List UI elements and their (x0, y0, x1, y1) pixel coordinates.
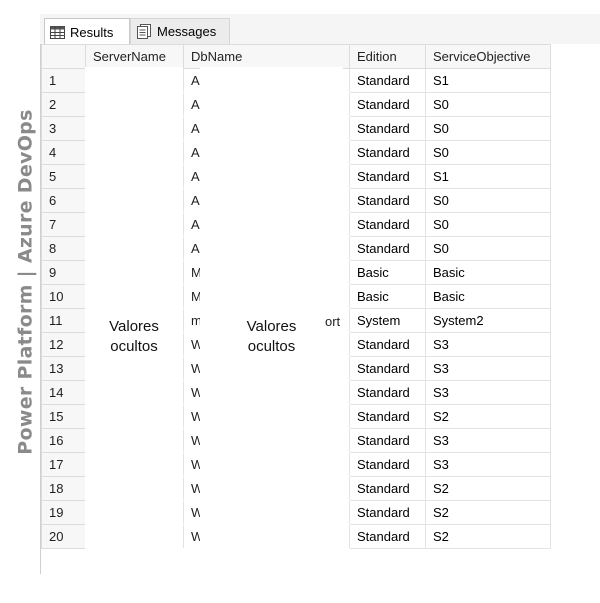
watermark-text: Power Platform | Azure DevOps (15, 109, 37, 455)
cell-serviceobjective[interactable]: S3 (425, 380, 551, 405)
cell-edition[interactable]: Standard (349, 140, 426, 165)
cell-edition[interactable]: Standard (349, 92, 426, 117)
cell-edition[interactable]: Standard (349, 212, 426, 237)
header-row: ServerName DbName Edition ServiceObjecti… (41, 44, 551, 69)
corner-cell[interactable] (41, 44, 86, 69)
cell-serviceobjective[interactable]: S0 (425, 92, 551, 117)
row-number[interactable]: 19 (41, 500, 86, 525)
row-number[interactable]: 20 (41, 524, 86, 549)
row-number[interactable]: 16 (41, 428, 86, 453)
cell-edition[interactable]: Standard (349, 404, 426, 429)
row-number[interactable]: 8 (41, 236, 86, 261)
row-number[interactable]: 4 (41, 140, 86, 165)
cell-edition[interactable]: System (349, 308, 426, 333)
results-window: Results Messages (40, 14, 600, 574)
cell-serviceobjective[interactable]: S3 (425, 452, 551, 477)
row-number[interactable]: 13 (41, 356, 86, 381)
row-number[interactable]: 2 (41, 92, 86, 117)
results-grid: ServerName DbName Edition ServiceObjecti… (40, 44, 600, 574)
tab-messages[interactable]: Messages (130, 18, 230, 44)
row-number[interactable]: 18 (41, 476, 86, 501)
row-number[interactable]: 6 (41, 188, 86, 213)
cell-serviceobjective[interactable]: S2 (425, 524, 551, 549)
cell-serviceobjective[interactable]: S3 (425, 428, 551, 453)
cell-serviceobjective[interactable]: Basic (425, 284, 551, 309)
hidden-values-server: Valores ocultos (85, 67, 183, 566)
cell-edition[interactable]: Standard (349, 380, 426, 405)
cell-edition[interactable]: Standard (349, 164, 426, 189)
cell-edition[interactable]: Standard (349, 428, 426, 453)
cell-edition[interactable]: Standard (349, 188, 426, 213)
column-header-servername[interactable]: ServerName (85, 44, 184, 69)
hidden-values-db: Valores ocultos (200, 67, 343, 566)
cell-serviceobjective[interactable]: S1 (425, 68, 551, 93)
cell-edition[interactable]: Basic (349, 284, 426, 309)
hidden-values-server-line1: Valores (109, 318, 159, 335)
row-number[interactable]: 9 (41, 260, 86, 285)
cell-edition[interactable]: Standard (349, 476, 426, 501)
cell-edition[interactable]: Standard (349, 332, 426, 357)
cell-edition[interactable]: Standard (349, 116, 426, 141)
cell-serviceobjective[interactable]: S0 (425, 140, 551, 165)
row-number[interactable]: 5 (41, 164, 86, 189)
hidden-values-db-line1: Valores (246, 318, 297, 335)
tab-results-label: Results (70, 24, 114, 40)
cell-serviceobjective[interactable]: S2 (425, 476, 551, 501)
row-number[interactable]: 3 (41, 116, 86, 141)
column-header-serviceobjective[interactable]: ServiceObjective (425, 44, 551, 69)
grid-icon (50, 25, 65, 39)
cell-serviceobjective[interactable]: S2 (425, 500, 551, 525)
tab-messages-label: Messages (157, 24, 217, 39)
cell-serviceobjective[interactable]: S0 (425, 236, 551, 261)
db-name-fragment: ort (325, 314, 341, 329)
watermark: Power Platform | Azure DevOps (13, 109, 39, 454)
row-number[interactable]: 15 (41, 404, 86, 429)
cell-serviceobjective[interactable]: S3 (425, 356, 551, 381)
row-number[interactable]: 1 (41, 68, 86, 93)
cell-serviceobjective[interactable]: S0 (425, 188, 551, 213)
hidden-values-server-line2: ocultos (110, 338, 158, 355)
row-number[interactable]: 12 (41, 332, 86, 357)
cell-serviceobjective[interactable]: System2 (425, 308, 551, 333)
cell-edition[interactable]: Standard (349, 524, 426, 549)
cell-serviceobjective[interactable]: Basic (425, 260, 551, 285)
row-number[interactable]: 14 (41, 380, 86, 405)
tab-results[interactable]: Results (44, 18, 130, 45)
column-header-edition[interactable]: Edition (349, 44, 426, 69)
row-number[interactable]: 10 (41, 284, 86, 309)
row-number[interactable]: 7 (41, 212, 86, 237)
cell-serviceobjective[interactable]: S0 (425, 212, 551, 237)
cell-edition[interactable]: Basic (349, 260, 426, 285)
cell-serviceobjective[interactable]: S3 (425, 332, 551, 357)
column-header-dbname[interactable]: DbName (183, 44, 350, 69)
cell-edition[interactable]: Standard (349, 68, 426, 93)
hidden-values-db-line2: ocultos (247, 338, 296, 355)
cell-edition[interactable]: Standard (349, 356, 426, 381)
messages-icon (136, 24, 152, 39)
cell-edition[interactable]: Standard (349, 500, 426, 525)
row-number[interactable]: 11 (41, 308, 86, 333)
cell-serviceobjective[interactable]: S2 (425, 404, 551, 429)
cell-edition[interactable]: Standard (349, 236, 426, 261)
cell-serviceobjective[interactable]: S1 (425, 164, 551, 189)
cell-serviceobjective[interactable]: S0 (425, 116, 551, 141)
cell-edition[interactable]: Standard (349, 452, 426, 477)
result-tabbar: Results Messages (40, 14, 600, 45)
row-number[interactable]: 17 (41, 452, 86, 477)
